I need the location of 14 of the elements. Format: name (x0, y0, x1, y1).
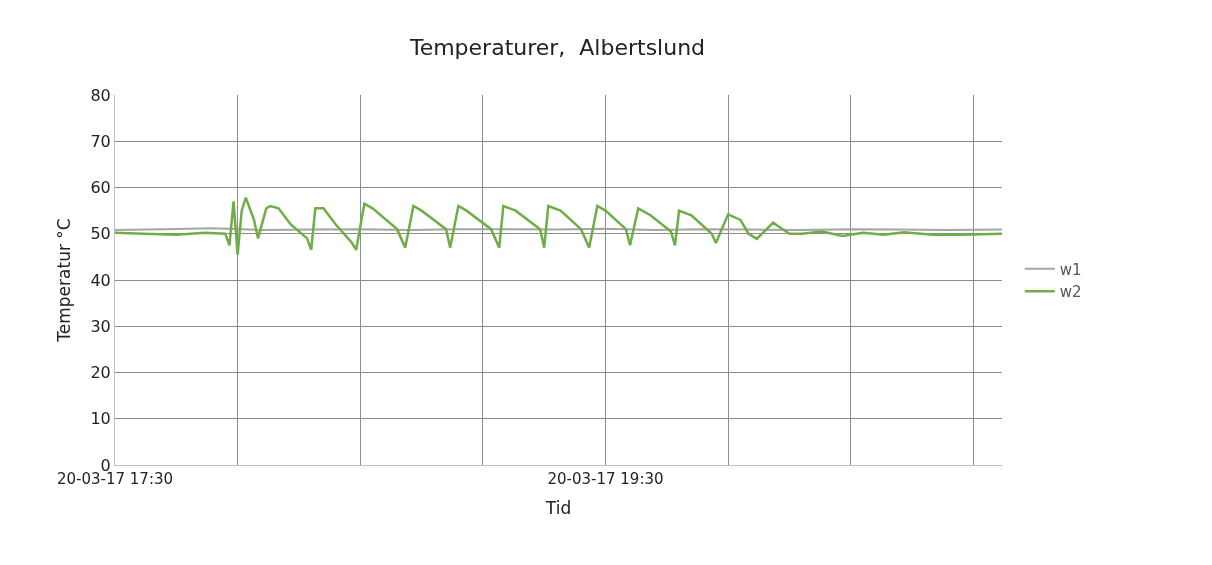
x-axis-title: Tid (544, 498, 572, 519)
x-tick-label: 20-03-17 19:30 (547, 470, 664, 488)
legend-label: w2 (1059, 283, 1082, 302)
y-tick-label: 30 (90, 316, 111, 336)
y-axis-title: Temperatur °C (53, 218, 74, 343)
y-tick-label: 40 (90, 270, 111, 290)
y-tick-label: 20 (90, 363, 111, 383)
y-tick-label: 50 (90, 224, 111, 244)
legend-label: w1 (1059, 260, 1082, 279)
y-tick-label: 80 (90, 85, 111, 105)
y-tick-label: 10 (90, 409, 111, 429)
y-tick-label: 70 (90, 131, 111, 151)
chart-title: Temperaturer, Albertslund (408, 34, 706, 60)
y-tick-label: 60 (90, 178, 111, 198)
